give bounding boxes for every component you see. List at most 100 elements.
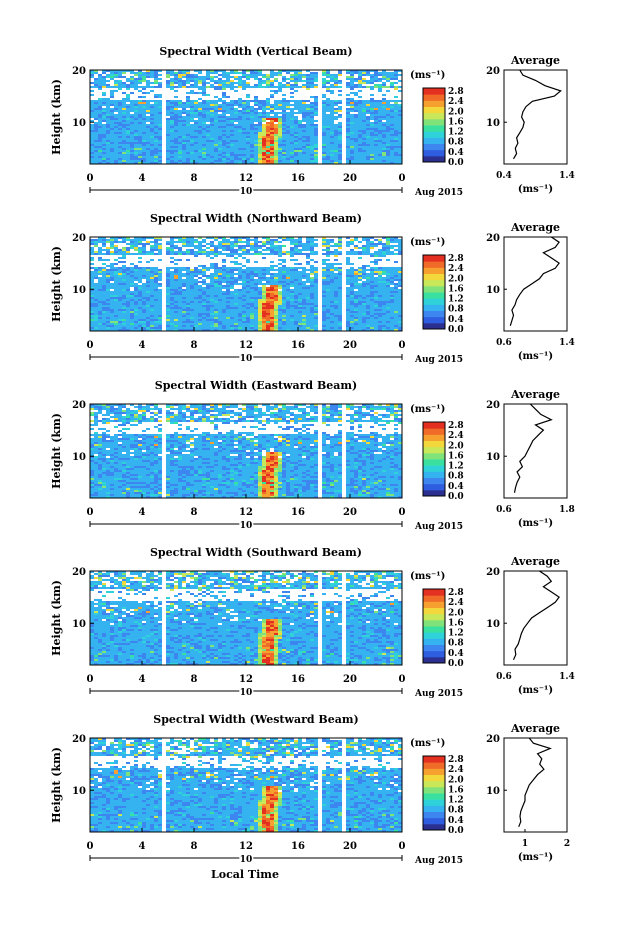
heatmap-cell (234, 152, 238, 154)
heatmap-cell (334, 134, 338, 136)
heatmap-cell (242, 321, 246, 323)
heatmap-cell (246, 285, 250, 287)
heatmap-cell (222, 84, 226, 86)
heatmap-cell (206, 275, 210, 277)
heatmap-cell (226, 138, 230, 140)
heatmap-cell (286, 307, 290, 309)
heatmap-cell (242, 279, 246, 281)
heatmap-cell (266, 128, 270, 130)
heatmap-cell (210, 287, 214, 289)
heatmap-cell (350, 124, 354, 126)
heatmap-cell (266, 309, 270, 311)
heatmap-cell (142, 106, 146, 108)
heatmap-cell (214, 297, 218, 299)
heatmap-cell (266, 297, 270, 299)
heatmap-cell (374, 114, 378, 116)
heatmap-cell (322, 80, 326, 82)
heatmap-cell (94, 269, 98, 271)
heatmap-cell (254, 114, 258, 116)
heatmap-cell (106, 239, 110, 241)
heatmap-cell (390, 130, 394, 132)
heatmap-cell (374, 84, 378, 86)
heatmap-cell (194, 116, 198, 118)
heatmap-cell (326, 120, 330, 122)
heatmap-cell (246, 124, 250, 126)
heatmap-cell (146, 305, 150, 307)
heatmap-cell (254, 319, 258, 321)
heatmap-cell (130, 78, 134, 80)
heatmap-cell (262, 307, 266, 309)
heatmap-cell (362, 106, 366, 108)
heatmap-cell (386, 86, 390, 88)
heatmap-cell (322, 148, 326, 150)
heatmap-cell (190, 315, 194, 317)
heatmap-cell (210, 128, 214, 130)
heatmap-cell (194, 160, 198, 162)
colorbar-swatch (423, 94, 445, 101)
heatmap-cell (278, 124, 282, 126)
heatmap-cell (134, 154, 138, 156)
heatmap-cell (218, 251, 222, 253)
heatmap-cell (94, 100, 98, 102)
heatmap-cell (182, 72, 186, 74)
heatmap-cell (330, 142, 334, 144)
heatmap-cell (106, 265, 110, 267)
heatmap-cell (98, 134, 102, 136)
heatmap-cell (194, 305, 198, 307)
heatmap-cell (278, 319, 282, 321)
heatmap-cell (214, 130, 218, 132)
heatmap-cell (166, 144, 170, 146)
heatmap-cell (90, 110, 94, 112)
heatmap-cell (126, 315, 130, 317)
heatmap-cell (290, 104, 294, 106)
heatmap-cell (254, 275, 258, 277)
heatmap-cell (98, 150, 102, 152)
heatmap-cell (378, 106, 382, 108)
heatmap-cell (138, 112, 142, 114)
heatmap-cell (238, 140, 242, 142)
heatmap-cell (246, 70, 250, 72)
heatmap-cell (214, 287, 218, 289)
heatmap-cell (390, 136, 394, 138)
heatmap-cell (158, 323, 162, 325)
heatmap-cell (242, 271, 246, 273)
heatmap-cell (250, 283, 254, 285)
heatmap-cell (118, 136, 122, 138)
heatmap-cell (174, 78, 178, 80)
heatmap-cell (282, 134, 286, 136)
heatmap-cell (218, 140, 222, 142)
heatmap-cell (226, 243, 230, 245)
heatmap-cell (398, 128, 402, 130)
heatmap-cell (186, 158, 190, 160)
heatmap-cell (246, 245, 250, 247)
heatmap-cell (274, 78, 278, 80)
heatmap-cell (154, 134, 158, 136)
heatmap-cell (182, 108, 186, 110)
heatmap-cell (90, 140, 94, 142)
heatmap-cell (278, 160, 282, 162)
heatmap-cell (106, 321, 110, 323)
heatmap-cell (202, 82, 206, 84)
heatmap-cell (174, 281, 178, 283)
heatmap-cell (222, 241, 226, 243)
heatmap-cell (170, 275, 174, 277)
heatmap-cell (114, 245, 118, 247)
heatmap-cell (94, 299, 98, 301)
heatmap-cell (390, 142, 394, 144)
heatmap-cell (246, 325, 250, 327)
heatmap-cell (214, 277, 218, 279)
heatmap-cell (210, 251, 214, 253)
heatmap-cell (222, 295, 226, 297)
heatmap-cell (218, 313, 222, 315)
heatmap-cell (182, 142, 186, 144)
heatmap-cell (218, 100, 222, 102)
heatmap-cell (302, 110, 306, 112)
heatmap-cell (178, 126, 182, 128)
heatmap-cell (358, 80, 362, 82)
heatmap-cell (178, 140, 182, 142)
heatmap-cell (366, 160, 370, 162)
heatmap-cell (198, 144, 202, 146)
heatmap-cell (178, 239, 182, 241)
heatmap-cell (262, 271, 266, 273)
heatmap-cell (126, 313, 130, 315)
